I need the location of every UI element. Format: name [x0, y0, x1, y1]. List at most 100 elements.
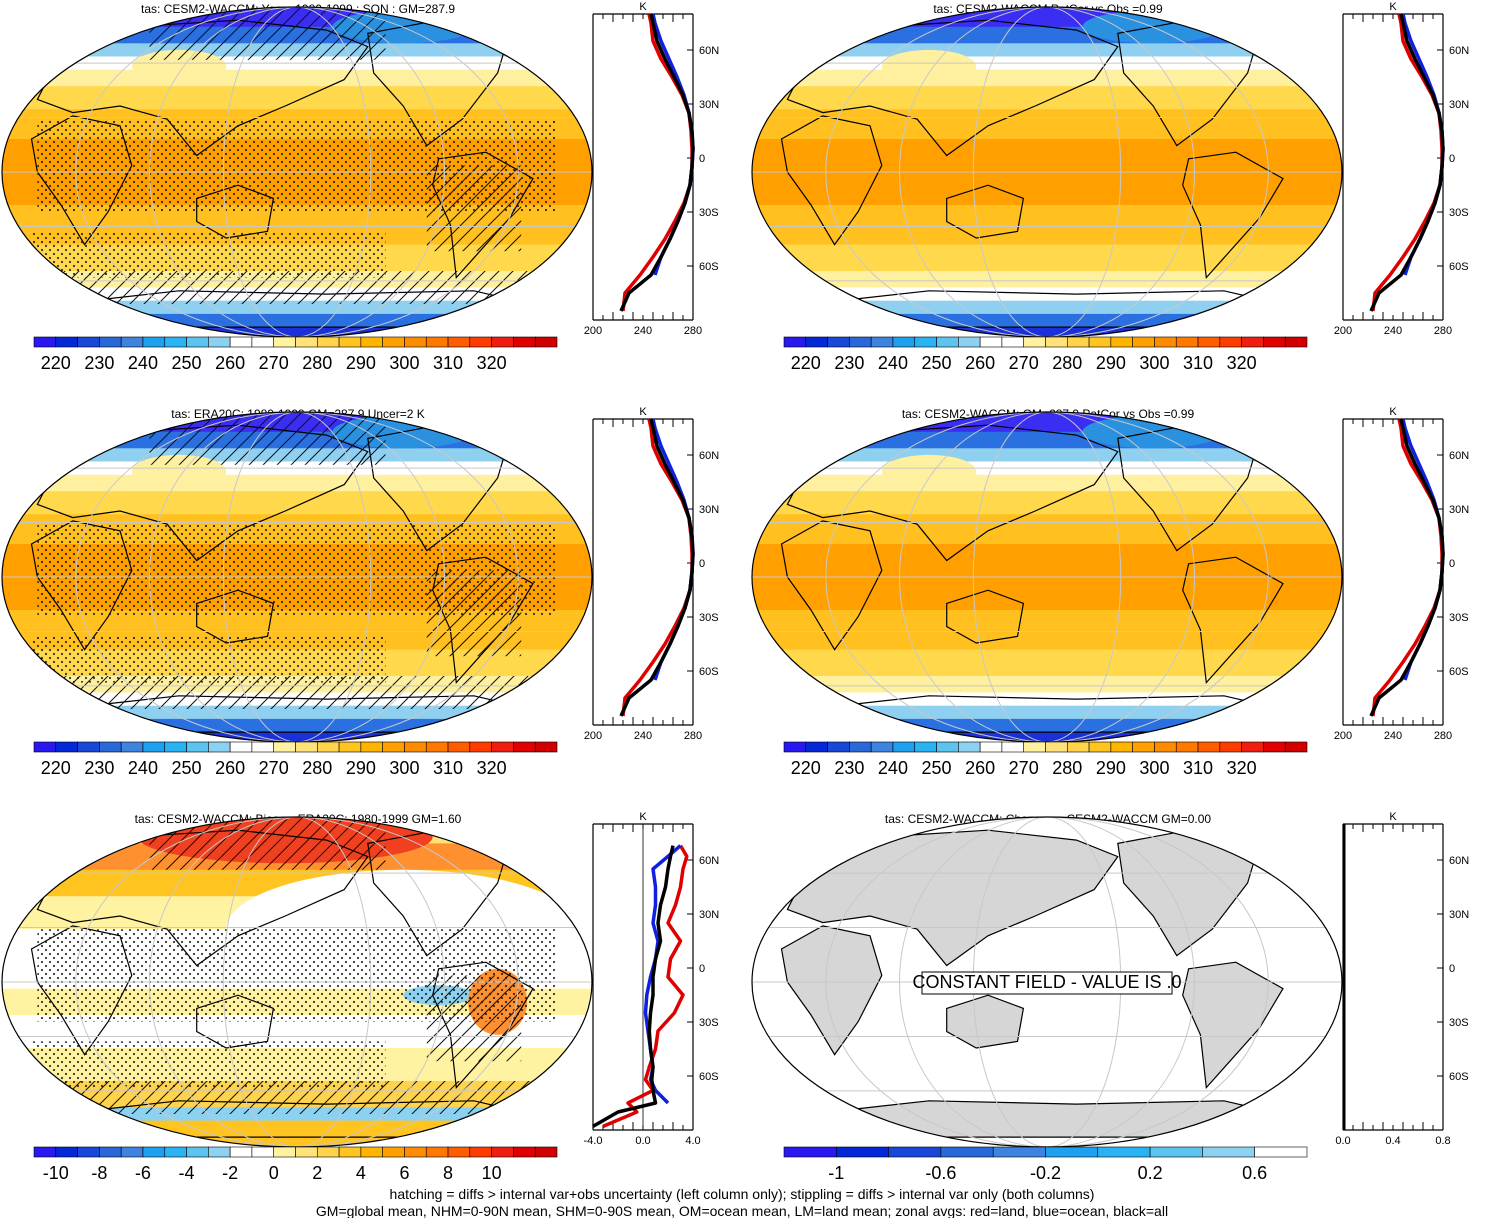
colorbar-swatch: [164, 741, 187, 753]
map-p4: [752, 412, 1342, 742]
colorbar-swatch: [940, 1146, 994, 1158]
map-color-band: [752, 732, 1342, 742]
map-color-band: [752, 412, 1342, 433]
graticule-meridian: [149, 817, 445, 1147]
colorbar-label: -4: [179, 1163, 195, 1183]
colorbar-swatch: [316, 336, 340, 348]
colorbar-swatch: [251, 336, 275, 348]
colorbar-abs: 220 230 240 250 260 270 280 290 300 310 320: [783, 741, 1308, 778]
colorbar-swatch: [186, 741, 209, 753]
graticule-meridian: [899, 817, 1195, 1147]
zonal-x-label: 280: [684, 730, 702, 742]
colorbar-label: -0.6: [925, 1163, 956, 1183]
colorbar-swatch: [936, 741, 959, 753]
colorbar-swatch: [870, 336, 894, 348]
colorbar-label: 0.6: [1242, 1163, 1267, 1183]
footer-line: GM=global mean, NHM=0-90N mean, SHM=0-90…: [316, 1203, 1168, 1218]
colorbar-swatch: [992, 1146, 1046, 1158]
graticule-meridian: [222, 412, 372, 742]
colorbar-swatch: [295, 336, 318, 348]
colorbar-swatch: [469, 1146, 492, 1158]
zonal-lat-label: 60N: [1449, 855, 1469, 867]
colorbar-swatch: [338, 1146, 362, 1158]
colorbar-swatch: [404, 336, 427, 348]
zonal-x-label: 240: [634, 325, 652, 337]
colorbar-swatch: [360, 1146, 383, 1158]
colorbar-swatch: [513, 1146, 536, 1158]
colorbar-swatch: [958, 741, 981, 753]
colorbar-label: 290: [1096, 758, 1126, 778]
colorbar-swatch: [77, 741, 100, 753]
colorbar-swatch: [164, 336, 187, 348]
colorbar-swatch: [1023, 741, 1046, 753]
colorbar-swatch: [164, 1146, 187, 1158]
zonal-x-label: 0.0: [635, 1135, 650, 1147]
zonal-all-line: [592, 845, 675, 1128]
colorbar-abs: 220 230 240 250 260 270 280 290 300 310 320: [33, 336, 558, 373]
map-color-band: [2, 491, 592, 515]
colorbar-label: 240: [128, 758, 158, 778]
colorbar-swatch: [534, 336, 558, 348]
graticule-meridian: [149, 7, 445, 337]
graticule-meridian: [825, 412, 1269, 742]
zonal-all-line: [619, 418, 695, 717]
colorbar-swatch: [33, 741, 57, 753]
map-color-band: [752, 7, 1342, 28]
plateau-patch: [881, 49, 977, 83]
plateau-patch: [881, 454, 977, 488]
colorbar-swatch: [914, 741, 937, 753]
hatching: [31, 676, 563, 709]
graticule-meridian: [972, 412, 1122, 742]
colorbar-label: 230: [834, 353, 864, 373]
zonal-x-label: 0.0: [1335, 1135, 1350, 1147]
colorbar-label: 10: [482, 1163, 502, 1183]
graticule: [752, 412, 1342, 742]
map-color-band: [752, 474, 1342, 492]
colorbar-swatch: [99, 741, 122, 753]
map-color-band: [2, 1120, 592, 1147]
colorbar-swatch: [469, 741, 492, 753]
colorbar-swatch: [425, 336, 449, 348]
colorbar-label: -1: [828, 1163, 844, 1183]
colorbar-swatch: [186, 336, 209, 348]
colorbar-swatch: [208, 336, 231, 348]
zonal-p5: K 60N 30N 0 30S 60S -4.0 0.0 4.0: [584, 811, 720, 1147]
colorbar-abs: 220 230 240 250 260 270 280 290 300 310 320: [33, 741, 558, 778]
colorbar-label: 270: [259, 758, 289, 778]
colorbar-swatch: [404, 741, 427, 753]
zonal-lat-label: 30N: [699, 909, 719, 921]
colorbar-swatch: [827, 741, 850, 753]
colorbar-swatch: [1263, 336, 1286, 348]
colorbar-swatch: [1219, 741, 1242, 753]
colorbar-swatch: [208, 1146, 231, 1158]
colorbar-label: 240: [878, 758, 908, 778]
continent-outline: [780, 520, 883, 651]
graticule-meridian: [825, 817, 1269, 1147]
map-color-band: [2, 474, 592, 492]
zonal-lat-label: 30N: [1449, 504, 1469, 516]
colorbar-swatch: [1132, 741, 1155, 753]
graticule-meridian: [972, 7, 1122, 337]
panel-p2: tas: CESM2-WACCM PatCor vs Obs =0.99K60N…: [751, 1, 1469, 373]
colorbar-swatch: [1149, 1146, 1203, 1158]
zonal-x-label: 240: [634, 730, 652, 742]
map-color-band: [752, 300, 1342, 315]
colorbar-swatch: [1154, 336, 1177, 348]
zonal-lat-label: 60N: [699, 45, 719, 57]
colorbar-label: 250: [922, 758, 952, 778]
zonal-p2: K 60N 30N 0 30S 60S 200 240 280: [1334, 1, 1469, 337]
map-color-band: [2, 732, 592, 742]
colorbar-swatch: [827, 336, 850, 348]
colorbar-swatch: [338, 336, 362, 348]
colorbar-swatch: [783, 1146, 837, 1158]
colorbar-label: 310: [433, 758, 463, 778]
colorbar-swatch: [849, 741, 872, 753]
colorbar-swatch: [1175, 741, 1199, 753]
zonal-lat-label: 0: [699, 558, 705, 570]
hatching: [426, 975, 522, 1062]
zonal-lat-label: 30S: [1449, 207, 1469, 219]
zonal-lat-label: 0: [1449, 558, 1455, 570]
colorbar-label: 240: [878, 353, 908, 373]
colorbar-label: 280: [302, 353, 332, 373]
map-p1: [2, 7, 592, 337]
